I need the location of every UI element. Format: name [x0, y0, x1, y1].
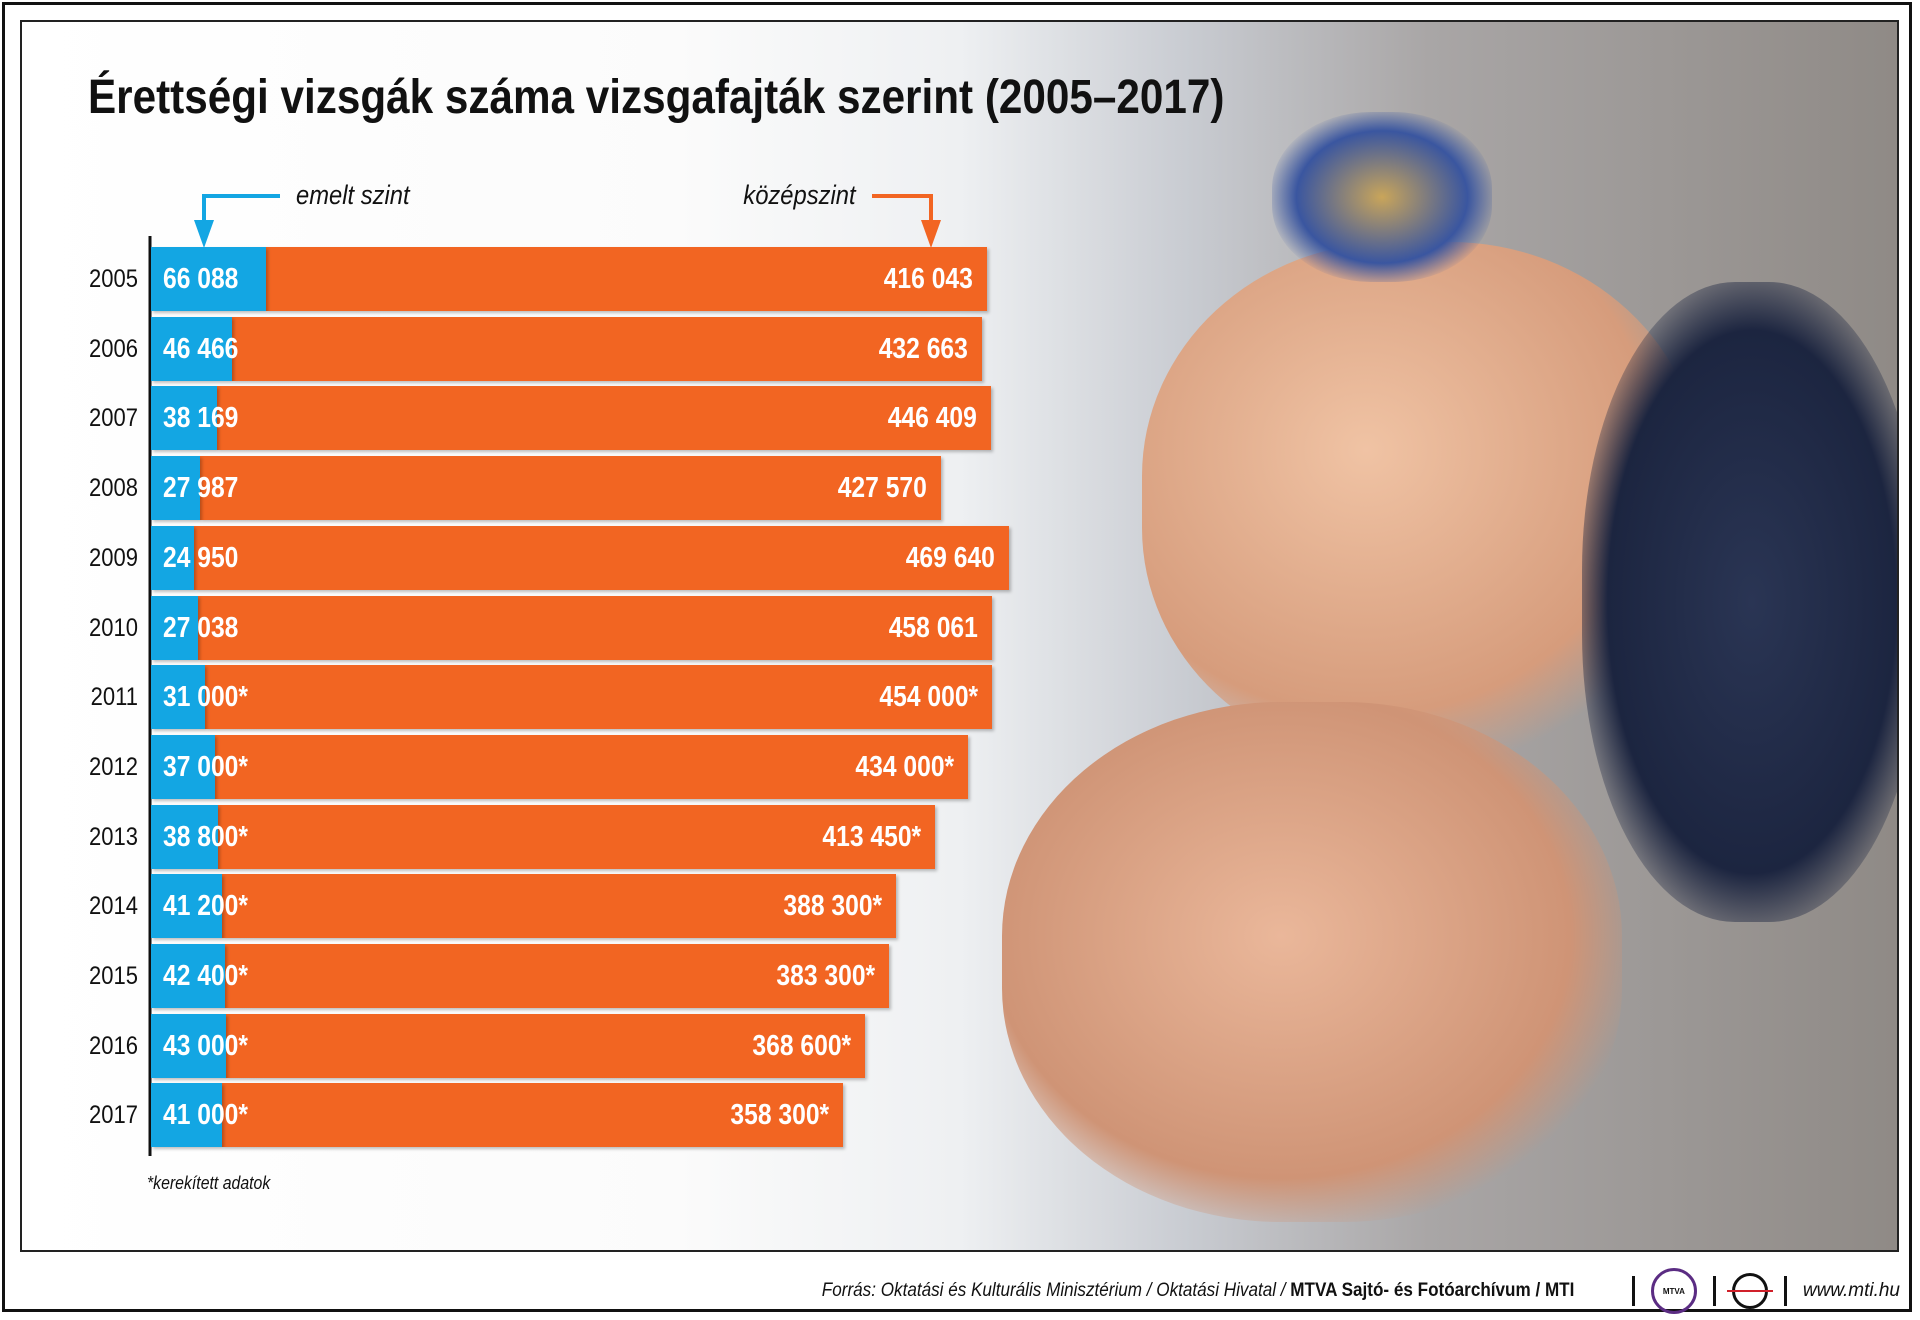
value-label-kozep: 446 409: [888, 402, 978, 435]
year-label: 2017: [89, 1101, 138, 1130]
year-label: 2008: [89, 474, 138, 503]
value-label-emelt: 41 000*: [163, 1099, 248, 1132]
value-label-kozep: 469 640: [905, 541, 995, 574]
bar-emelt-szint: [151, 1013, 226, 1078]
value-label-emelt: 27 987: [163, 472, 239, 505]
bar-emelt-szint: [151, 874, 223, 939]
value-label-kozep: 458 061: [889, 611, 979, 644]
bar-kozepszint: [265, 247, 987, 311]
value-label-kozep: 413 450*: [822, 820, 922, 853]
legend-arrowhead-kozep: [921, 220, 941, 248]
legend-arrow-emelt: [202, 194, 280, 225]
bar-emelt-szint: [151, 525, 195, 590]
value-label-emelt: 38 169: [163, 402, 239, 435]
bar-emelt-szint: [151, 804, 219, 869]
bar-kozepszint: [217, 386, 992, 451]
bar-emelt-szint: [151, 1083, 223, 1148]
bar-kozepszint: [224, 944, 890, 1008]
year-label: 2006: [89, 334, 138, 363]
mtva-logo: MTVA: [1650, 1268, 1697, 1314]
value-label-kozep: 383 300*: [776, 960, 876, 992]
year-label: 2013: [89, 822, 138, 851]
separator: [1631, 1276, 1635, 1306]
year-label: 2012: [89, 752, 138, 781]
year-label: 2010: [89, 613, 138, 642]
value-label-kozep: 434 000*: [854, 750, 954, 783]
bar-kozepszint: [218, 804, 936, 869]
website-url[interactable]: www.mti.hu: [1802, 1280, 1900, 1301]
legend-emelt-szint: emelt szint: [296, 180, 410, 210]
legend-kozepszint: középszint: [743, 180, 856, 210]
bar-kozepszint: [222, 1083, 844, 1148]
bar-kozepszint: [215, 734, 968, 799]
mti-logo: [1726, 1273, 1773, 1309]
year-label: 2007: [89, 404, 138, 433]
background-photo-fist-lower: [1002, 702, 1622, 1222]
year-label: 2015: [89, 962, 138, 990]
bar-emelt-szint: [151, 386, 218, 451]
bar-kozepszint: [222, 874, 896, 939]
background-photo-sleeve: [1582, 282, 1897, 922]
year-label: 2005: [89, 265, 138, 293]
value-label-kozep: 454 000*: [879, 681, 978, 714]
year-label: 2016: [89, 1031, 138, 1060]
value-label-emelt: 42 400*: [163, 960, 248, 992]
value-label-emelt: 43 000*: [163, 1029, 248, 1062]
chart-title: Érettségi vizsgák száma vizsgafajták sze…: [88, 71, 1225, 124]
bar-emelt-szint: [151, 665, 205, 730]
footnote: *kerekített adatok: [147, 1173, 271, 1193]
background-photo-pens: [1272, 112, 1492, 282]
source-text: Forrás: Oktatási és Kulturális Minisztér…: [821, 1280, 1575, 1301]
separator: [1783, 1276, 1787, 1306]
value-label-kozep: 368 600*: [751, 1029, 851, 1062]
bar-emelt-szint: [151, 316, 232, 381]
value-label-emelt: 37 000*: [163, 750, 248, 783]
value-label-kozep: 427 570: [837, 472, 927, 505]
bar-kozepszint: [194, 525, 1009, 590]
bar-emelt-szint: [151, 456, 200, 521]
value-label-kozep: 388 300*: [783, 890, 882, 923]
footer: Forrás: Oktatási és Kulturális Minisztér…: [780, 1268, 1900, 1314]
value-label-emelt: 41 200*: [163, 890, 248, 923]
value-label-emelt: 24 950: [163, 541, 239, 574]
legend-arrowhead-emelt: [194, 220, 214, 248]
bar-kozepszint: [231, 316, 982, 381]
value-label-kozep: 416 043: [883, 263, 973, 295]
legend-arrow-kozep: [872, 194, 933, 225]
bar-kozepszint: [225, 1013, 865, 1078]
value-label-emelt: 31 000*: [163, 681, 248, 714]
bar-emelt-szint: [151, 247, 266, 311]
value-label-emelt: 46 466: [163, 332, 239, 365]
value-label-emelt: 27 038: [163, 611, 239, 644]
bar-kozepszint: [204, 665, 992, 730]
bar-kozepszint: [197, 595, 993, 660]
bar-emelt-szint: [151, 944, 225, 1008]
year-label: 2011: [90, 683, 138, 712]
value-label-emelt: 38 800*: [163, 820, 248, 853]
bar-emelt-szint: [151, 734, 216, 799]
value-label-emelt: 66 088: [163, 263, 239, 295]
bar-emelt-szint: [151, 595, 198, 660]
year-label: 2009: [89, 543, 138, 572]
value-label-kozep: 432 663: [878, 332, 968, 365]
separator: [1712, 1276, 1716, 1306]
bar-kozepszint: [199, 456, 941, 521]
value-label-kozep: 358 300*: [730, 1099, 830, 1132]
year-label: 2014: [89, 892, 138, 921]
